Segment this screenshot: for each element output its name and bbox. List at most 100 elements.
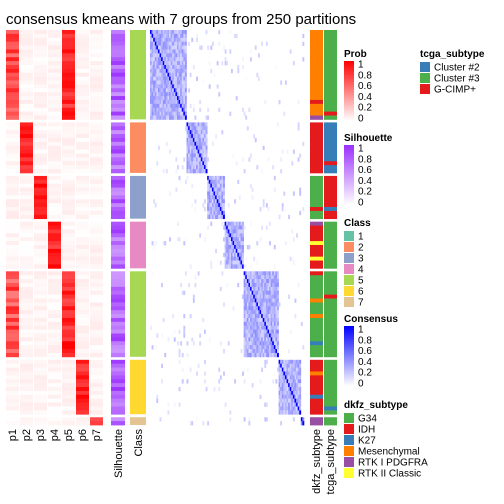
- prob-cell: [6, 306, 19, 311]
- consensus-cell: [289, 367, 292, 372]
- consensus-cell: [184, 33, 187, 39]
- prob-cell: [90, 64, 103, 70]
- consensus-cell: [162, 317, 165, 323]
- consensus-cell: [235, 244, 238, 250]
- consensus-cell: [170, 37, 173, 43]
- consensus-cell: [267, 341, 270, 346]
- prob-column-label: p1: [7, 429, 19, 441]
- consensus-cell: [250, 352, 252, 358]
- prob-cell: [48, 30, 61, 35]
- consensus-cell: [240, 260, 243, 265]
- dkfz-cell: [310, 134, 323, 139]
- consensus-cell: [296, 402, 298, 407]
- consensus-cell: [188, 41, 190, 46]
- consensus-cell: [286, 363, 289, 368]
- consensus-cell: [281, 394, 284, 400]
- consensus-cell: [245, 321, 248, 327]
- consensus-cell: [205, 137, 208, 143]
- consensus-cell: [226, 252, 229, 258]
- silhouette-legend-tick: 0.8: [358, 154, 372, 165]
- consensus-cell: [223, 214, 225, 220]
- consensus-cell: [235, 241, 238, 246]
- consensus-cell: [172, 88, 175, 93]
- prob-cell: [34, 126, 47, 131]
- consensus-cell: [165, 169, 168, 174]
- consensus-cell: [170, 45, 173, 50]
- consensus-cell: [226, 61, 229, 66]
- prob-cell: [20, 30, 33, 35]
- consensus-cell: [230, 68, 233, 74]
- consensus-cell: [259, 333, 262, 338]
- consensus-cell: [154, 76, 157, 81]
- consensus-cell: [288, 406, 291, 411]
- silhouette-cell: [111, 49, 125, 54]
- consensus-cell: [299, 387, 302, 392]
- consensus-cell: [184, 76, 187, 81]
- consensus-cell: [159, 72, 162, 78]
- consensus-cell: [242, 157, 244, 162]
- consensus-cell: [165, 115, 168, 120]
- tcga-cell: [324, 221, 337, 226]
- consensus-cell: [205, 153, 208, 158]
- consensus-cell: [199, 130, 202, 135]
- class-block: [130, 175, 146, 219]
- consensus-cell: [159, 80, 162, 85]
- consensus-cell: [254, 341, 257, 346]
- consensus-cell: [246, 244, 249, 250]
- consensus-cell: [188, 137, 190, 143]
- silhouette-cell: [111, 64, 125, 70]
- consensus-cell: [277, 275, 279, 280]
- dkfz-cell: [310, 88, 323, 93]
- consensus-cell: [246, 290, 249, 296]
- consensus-cell: [208, 179, 211, 185]
- consensus-cell: [210, 183, 213, 188]
- prob-cell: [90, 402, 103, 407]
- dkfz-cell: [310, 122, 323, 127]
- prob-cell: [62, 53, 75, 58]
- consensus-cell: [156, 53, 159, 58]
- consensus-cell: [232, 241, 235, 246]
- prob-cell: [90, 49, 103, 54]
- consensus-cell: [269, 271, 271, 276]
- consensus-cell: [157, 80, 160, 85]
- consensus-cell: [159, 49, 162, 54]
- consensus-cell: [197, 126, 200, 131]
- consensus-cell: [180, 49, 183, 54]
- silhouette-cell: [111, 72, 125, 78]
- prob-cell: [34, 84, 47, 89]
- consensus-cell: [175, 33, 178, 39]
- consensus-cell: [183, 41, 186, 46]
- prob-cell: [76, 279, 89, 284]
- consensus-cell: [186, 153, 189, 158]
- consensus-cell: [159, 41, 162, 46]
- consensus-legend-tick: 1: [358, 325, 364, 336]
- tcga-cell: [324, 33, 337, 39]
- consensus-cell: [288, 367, 291, 372]
- consensus-cell: [165, 30, 168, 35]
- consensus-cell: [226, 241, 229, 246]
- tcga-cell: [324, 225, 337, 230]
- consensus-cell: [253, 256, 256, 261]
- consensus-cell: [277, 337, 279, 342]
- prob-cell: [20, 225, 33, 230]
- consensus-cell: [283, 406, 286, 411]
- consensus-cell: [157, 88, 160, 93]
- prob-cell: [20, 275, 33, 280]
- consensus-cell: [259, 30, 262, 35]
- consensus-cell: [277, 341, 279, 346]
- consensus-cell: [178, 237, 181, 242]
- consensus-cell: [300, 421, 303, 426]
- consensus-cell: [273, 282, 276, 288]
- prob-cell: [76, 406, 89, 411]
- prob-cell: [20, 183, 33, 188]
- prob-cell: [90, 410, 103, 415]
- prob-cell: [6, 122, 19, 127]
- prob-cell: [76, 57, 89, 62]
- consensus-cell: [257, 76, 260, 81]
- consensus-cell: [248, 306, 251, 311]
- tcga-cell: [324, 383, 337, 388]
- consensus-cell: [164, 41, 167, 46]
- prob-cell: [34, 363, 47, 368]
- prob-cell: [76, 183, 89, 188]
- consensus-cell: [196, 126, 198, 131]
